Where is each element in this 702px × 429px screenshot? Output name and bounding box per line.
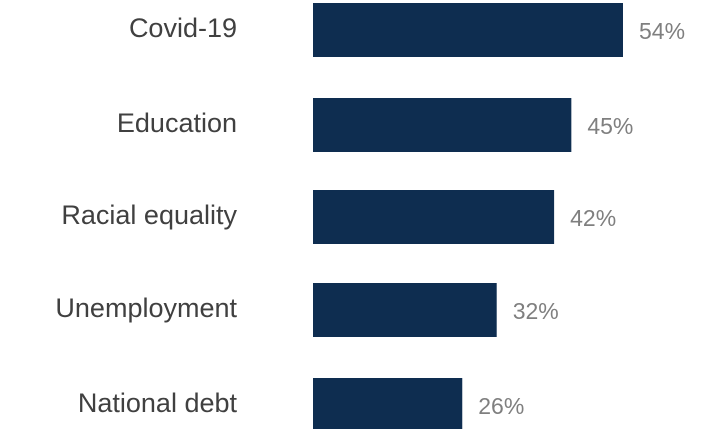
bar xyxy=(313,190,555,244)
category-label: Unemployment xyxy=(55,293,237,323)
bar xyxy=(313,283,497,337)
bar xyxy=(313,378,463,429)
category-label: Education xyxy=(117,108,237,138)
value-label: 45% xyxy=(587,113,633,139)
category-label: National debt xyxy=(78,388,238,418)
bar xyxy=(313,98,572,152)
bar xyxy=(313,3,623,57)
value-label: 26% xyxy=(478,393,524,419)
category-label: Racial equality xyxy=(61,200,237,230)
value-label: 32% xyxy=(513,298,559,324)
category-label: Covid-19 xyxy=(129,13,237,43)
value-label: 54% xyxy=(639,18,685,44)
value-label: 42% xyxy=(570,205,616,231)
